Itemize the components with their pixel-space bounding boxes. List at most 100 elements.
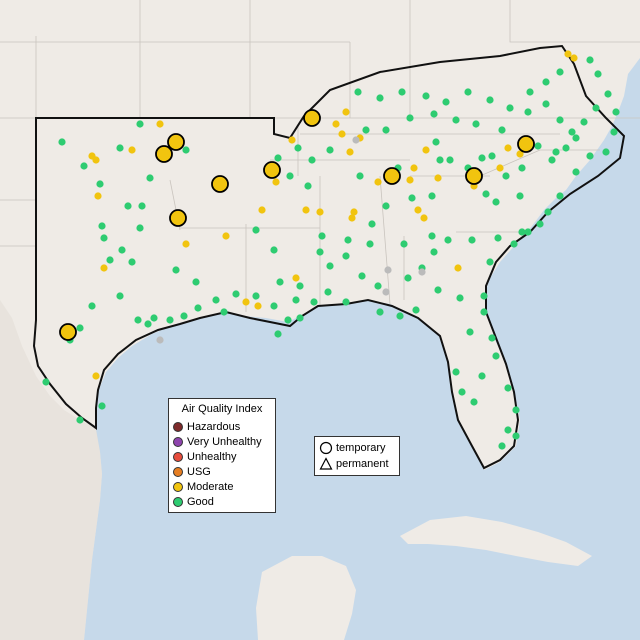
monitor-good (296, 314, 304, 322)
cuba (400, 516, 592, 566)
temporary-monitor-moderate (167, 133, 185, 151)
monitor-good (526, 88, 534, 96)
monitor-moderate (332, 120, 340, 128)
monitor-good (326, 146, 334, 154)
monitor-good (96, 180, 104, 188)
monitor-good (498, 442, 506, 450)
monitor-good (604, 90, 612, 98)
monitor-good (486, 96, 494, 104)
monitor-good (382, 202, 390, 210)
good-swatch-icon (173, 497, 183, 508)
monitor-good (220, 308, 228, 316)
monitor-good (592, 104, 600, 112)
monitor-moderate (338, 130, 346, 138)
monitor-inactive (156, 336, 164, 344)
monitor-good (562, 144, 570, 152)
monitor-good (76, 416, 84, 424)
monitor-good (486, 258, 494, 266)
monitor-moderate (272, 178, 280, 186)
monitor-good (430, 248, 438, 256)
temporary-monitor-moderate (517, 135, 535, 153)
monitor-good (116, 144, 124, 152)
monitor-good (310, 298, 318, 306)
monitor-moderate (420, 214, 428, 222)
monitor-good (504, 384, 512, 392)
monitor-good (366, 240, 374, 248)
monitor-good (144, 320, 152, 328)
monitor-good (468, 236, 476, 244)
state-boundary (379, 175, 391, 305)
monitor-good (492, 352, 500, 360)
monitor-good (512, 406, 520, 414)
temporary-monitor-moderate (383, 167, 401, 185)
monitor-good (544, 208, 552, 216)
monitor-good (136, 224, 144, 232)
monitor-good (542, 100, 550, 108)
monitor-good (556, 192, 564, 200)
monitor-good (556, 116, 564, 124)
monitor-good (436, 156, 444, 164)
monitor-moderate (422, 146, 430, 154)
monitor-good (406, 114, 414, 122)
monitor-good (488, 152, 496, 160)
monitor-good (106, 256, 114, 264)
monitor-moderate (92, 372, 100, 380)
temporary-monitor-moderate (303, 109, 321, 127)
monitor-good (610, 128, 618, 136)
legend-item-hazardous: Hazardous (173, 420, 240, 434)
temporary-monitor-moderate (59, 323, 77, 341)
monitor-good (318, 232, 326, 240)
monitor-good (324, 288, 332, 296)
monitor-good (356, 172, 364, 180)
monitor-good (430, 110, 438, 118)
monitor-good (458, 388, 466, 396)
monitor-good (428, 232, 436, 240)
monitor-good (42, 378, 50, 386)
monitor-good (98, 402, 106, 410)
monitor-good (432, 138, 440, 146)
monitor-good (116, 292, 124, 300)
monitor-moderate (406, 176, 414, 184)
aqi-legend: Air Quality Index Hazardous Very Unhealt… (168, 398, 276, 513)
monitor-good (510, 240, 518, 248)
monitor-moderate (346, 148, 354, 156)
monitor-good (480, 308, 488, 316)
monitor-good (194, 304, 202, 312)
temporary-monitor-moderate (263, 161, 281, 179)
legend-item-moderate: Moderate (173, 480, 233, 494)
temporary-monitor-moderate (211, 175, 229, 193)
monitor-good (252, 226, 260, 234)
monitor-moderate (434, 174, 442, 182)
monitor-good (506, 104, 514, 112)
monitor-moderate (242, 298, 250, 306)
monitor-good (452, 368, 460, 376)
monitor-good (548, 156, 556, 164)
legend-label: temporary (336, 442, 386, 455)
monitor-good (568, 128, 576, 136)
monitor-good (326, 262, 334, 270)
temporary-monitor-moderate (465, 167, 483, 185)
monitor-good (136, 120, 144, 128)
monitor-moderate (414, 206, 422, 214)
monitor-good (284, 316, 292, 324)
monitor-moderate (454, 264, 462, 272)
monitor-good (594, 70, 602, 78)
monitor-type-legend: temporary permanent (314, 436, 400, 476)
monitor-good (516, 192, 524, 200)
monitor-good (552, 148, 560, 156)
monitor-good (146, 174, 154, 182)
monitor-good (342, 252, 350, 260)
monitor-good (134, 316, 142, 324)
yucatan-peninsula (256, 556, 356, 640)
mexico-landmass (0, 300, 102, 640)
monitor-good (376, 94, 384, 102)
monitor-moderate (350, 208, 358, 216)
monitor-good (586, 152, 594, 160)
monitor-good (274, 154, 282, 162)
temporary-circle-icon (319, 441, 333, 455)
monitor-good (270, 246, 278, 254)
monitor-good (556, 68, 564, 76)
monitor-good (342, 298, 350, 306)
monitor-good (524, 108, 532, 116)
